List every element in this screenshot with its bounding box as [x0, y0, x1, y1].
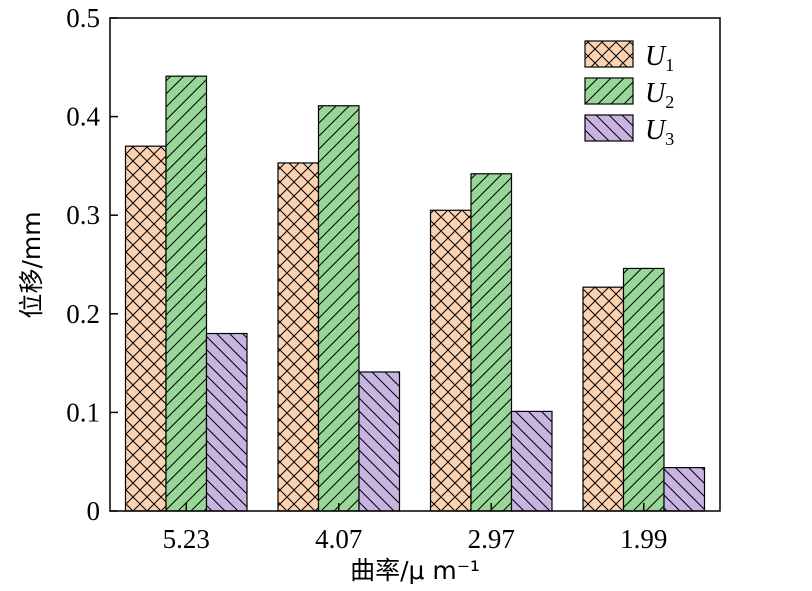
x-tick-label-3: 1.99: [620, 524, 667, 554]
bar-series-2-cat-4: [622, 267, 665, 512]
bar-series-1-cat-3: [429, 209, 472, 512]
bar-series-1-cat-1: [124, 145, 167, 512]
legend-swatch-3: [584, 114, 634, 142]
bar-series-2-cat-2: [317, 105, 360, 512]
y-axis-title: 位移/mm: [17, 211, 46, 318]
x-tick-label-1: 4.07: [315, 524, 362, 554]
x-tick-label-0: 5.23: [163, 524, 210, 554]
legend-label-text-1: U: [645, 41, 667, 72]
legend-label-1: U1: [645, 41, 674, 75]
y-tick-label-4: 0.4: [66, 102, 100, 132]
bar-series-2-cat-3: [470, 173, 513, 512]
legend-label-subscript-3: 3: [665, 129, 674, 149]
y-tick-label-2: 0.2: [66, 299, 100, 329]
legend-label-text-3: U: [645, 115, 667, 146]
y-tick-label-3: 0.3: [66, 200, 100, 230]
bar-series-2-cat-1: [165, 75, 208, 512]
x-tick-label-2: 2.97: [468, 524, 515, 554]
legend-swatch-1: [584, 40, 634, 68]
bars-layer: [124, 75, 706, 512]
bar-series-3-cat-3: [510, 410, 553, 512]
axes-layer: 0 0.1 0.2 0.3 0.4 0.5 5.23 4.07 2.97 1.99: [66, 3, 721, 554]
legend-label-subscript-2: 2: [665, 92, 674, 112]
legend-label-3: U3: [645, 115, 674, 149]
bar-series-1-cat-4: [582, 286, 625, 512]
legend-label-text-2: U: [645, 78, 667, 109]
plot-frame: [109, 17, 721, 512]
y-tick-label-0: 0: [87, 496, 101, 526]
bar-series-1-cat-2: [277, 162, 320, 512]
bar-series-3-cat-2: [358, 371, 401, 512]
legend-label-2: U2: [645, 78, 674, 112]
bar-series-3-cat-4: [663, 467, 706, 512]
bar-series-3-cat-1: [205, 332, 248, 512]
legend-swatch-2: [584, 77, 634, 105]
y-tick-label-5: 0.5: [66, 3, 100, 33]
y-tick-label-1: 0.1: [66, 397, 100, 427]
x-axis-title: 曲率/μ m⁻¹: [350, 556, 480, 585]
legend-label-subscript-1: 1: [665, 55, 674, 75]
